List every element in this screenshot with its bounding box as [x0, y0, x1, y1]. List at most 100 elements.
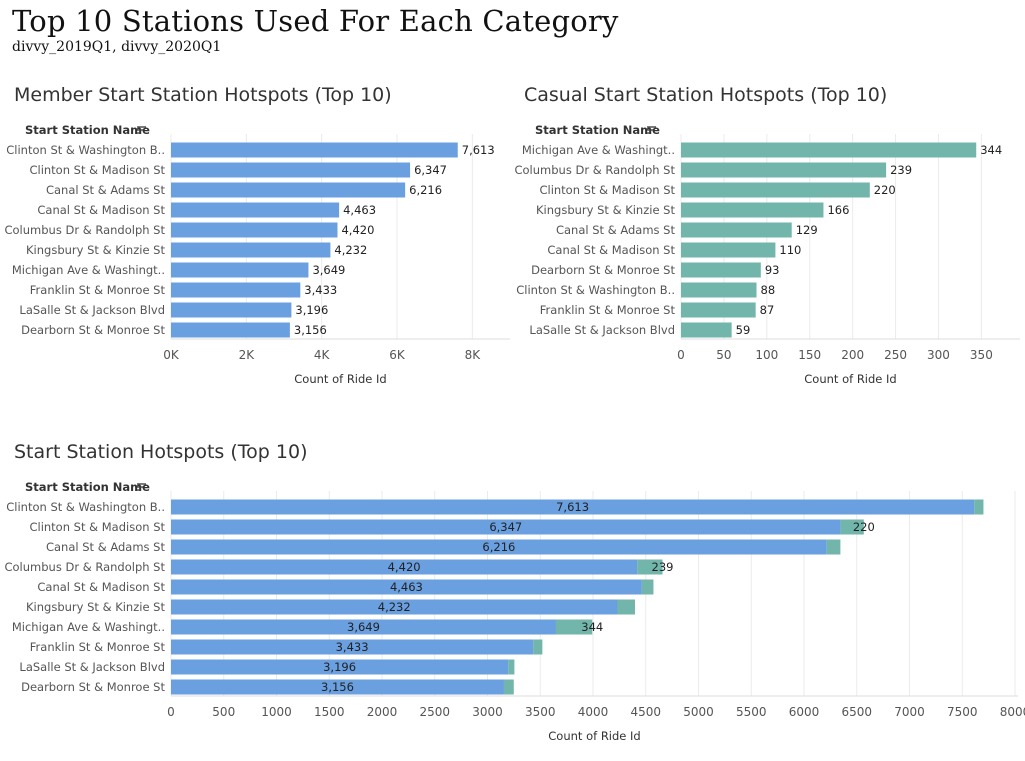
category-label: Canal St & Adams St: [46, 540, 166, 554]
x-tick-label: 2000: [367, 705, 398, 719]
x-tick-label: 6K: [389, 348, 406, 362]
x-tick-label: 4K: [314, 348, 331, 362]
x-tick-label: 4000: [578, 705, 609, 719]
member-bar: [171, 222, 338, 238]
page-subtitle: divvy_2019Q1, divvy_2020Q1: [12, 39, 222, 55]
category-label: Michigan Ave & Washingt..: [12, 620, 165, 634]
x-axis-title: Count of Ride Id: [548, 729, 640, 743]
member-bar: [171, 499, 975, 515]
x-tick-label: 0: [677, 348, 685, 362]
x-tick-label: 8K: [465, 348, 482, 362]
bar-value-label: 7,613: [462, 143, 495, 157]
x-tick-label: 100: [755, 348, 778, 362]
category-label: Clinton St & Madison St: [29, 163, 165, 177]
casual-bar: [681, 322, 732, 338]
x-tick-label: 7000: [894, 705, 925, 719]
casual-bar: [681, 282, 757, 298]
member-bar: [171, 679, 504, 695]
category-label: Dearborn St & Monroe St: [21, 680, 165, 694]
casual-bar: [681, 302, 756, 318]
bar-value-label: 3,156: [321, 680, 354, 694]
casual-bar: [681, 162, 887, 178]
casual-bar: [681, 182, 870, 198]
row-header-label: Start Station Name: [535, 123, 660, 137]
casual-bar: [617, 599, 635, 615]
bar-value-label: 220: [874, 183, 896, 197]
bar-value-label: 93: [765, 263, 780, 277]
x-tick-label: 2500: [419, 705, 450, 719]
bar-value-label: 4,232: [334, 243, 367, 257]
member-bar: [171, 302, 292, 318]
category-label: Clinton St & Washington B..: [516, 283, 675, 297]
member-bar: [171, 142, 458, 158]
combined-start-station-chart: 0 500 1000 1500 2000 2500 3000 3500 4000 4500 5000…: [4, 480, 1025, 743]
bar-value-label: 166: [827, 203, 849, 217]
x-tick-label: 500: [212, 705, 235, 719]
x-tick-label: 5000: [683, 705, 714, 719]
casual-bar: [840, 519, 864, 535]
category-label: Canal St & Madison St: [37, 580, 165, 594]
category-label: LaSalle St & Jackson Blvd: [529, 323, 675, 337]
bar-value-label: 239: [890, 163, 912, 177]
casual-chart-title: Casual Start Station Hotspots (Top 10): [524, 84, 888, 106]
bar-value-label: 239: [652, 560, 674, 574]
x-axis-title: Count of Ride Id: [804, 372, 896, 386]
x-tick-label: 3500: [525, 705, 556, 719]
row-header-label: Start Station Name: [25, 480, 150, 494]
casual-bar: [681, 142, 977, 158]
bar-value-label: 4,420: [388, 560, 421, 574]
member-bar: [171, 639, 534, 655]
x-tick-label: 2K: [239, 348, 256, 362]
x-tick-label: 6500: [841, 705, 872, 719]
casual-bar: [503, 679, 514, 695]
category-label: LaSalle St & Jackson Blvd: [19, 303, 165, 317]
category-label: Canal St & Madison St: [547, 243, 675, 257]
casual-start-station-chart: 0 50 100 150 200 250 300 350 Start Station Name C…: [514, 123, 1020, 386]
bar-value-label: 3,649: [347, 620, 380, 634]
member-bar: [171, 599, 618, 615]
bar-value-label: 129: [796, 223, 818, 237]
casual-bar: [533, 639, 543, 655]
row-header-label: Start Station Name: [25, 123, 150, 137]
casual-bar: [681, 262, 761, 278]
category-label: Canal St & Adams St: [46, 183, 166, 197]
casual-bar: [555, 619, 593, 635]
sort-icon[interactable]: [137, 483, 146, 491]
x-tick-label: 6000: [789, 705, 820, 719]
x-tick-label: 1500: [314, 705, 345, 719]
category-label: Columbus Dr & Randolph St: [4, 223, 165, 237]
x-tick-label: 300: [927, 348, 950, 362]
member-bar: [171, 659, 509, 675]
bar-value-label: 220: [853, 520, 875, 534]
casual-bar: [508, 659, 515, 675]
bar-value-label: 4,463: [343, 203, 376, 217]
x-tick-label: 0K: [163, 348, 180, 362]
category-label: Kingsbury St & Kinzie St: [26, 600, 165, 614]
category-label: Dearborn St & Monroe St: [531, 263, 675, 277]
category-label: Columbus Dr & Randolph St: [514, 163, 675, 177]
bar-value-label: 7,613: [556, 500, 589, 514]
bar-value-label: 6,216: [482, 540, 515, 554]
sort-icon[interactable]: [137, 126, 146, 134]
sort-icon[interactable]: [647, 126, 656, 134]
x-axis-title: Count of Ride Id: [294, 372, 386, 386]
x-tick-label: 7500: [947, 705, 978, 719]
x-tick-label: 1000: [261, 705, 292, 719]
bar-value-label: 4,232: [378, 600, 411, 614]
bar-value-label: 6,216: [409, 183, 442, 197]
x-tick-label: 3000: [472, 705, 503, 719]
bar-value-label: 88: [761, 283, 776, 297]
category-label: Columbus Dr & Randolph St: [4, 560, 165, 574]
bar-value-label: 3,196: [323, 660, 356, 674]
bar-value-label: 3,433: [336, 640, 369, 654]
casual-bar: [637, 559, 663, 575]
x-tick-label: 8000: [1000, 705, 1025, 719]
x-tick-label: 50: [716, 348, 731, 362]
combined-chart-title: Start Station Hotspots (Top 10): [14, 441, 308, 463]
bar-value-label: 59: [736, 323, 751, 337]
member-bar: [171, 579, 642, 595]
category-label: Michigan Ave & Washingt..: [522, 143, 675, 157]
category-label: Clinton St & Washington B..: [6, 143, 165, 157]
member-bar: [171, 202, 340, 218]
category-label: Michigan Ave & Washingt..: [12, 263, 165, 277]
